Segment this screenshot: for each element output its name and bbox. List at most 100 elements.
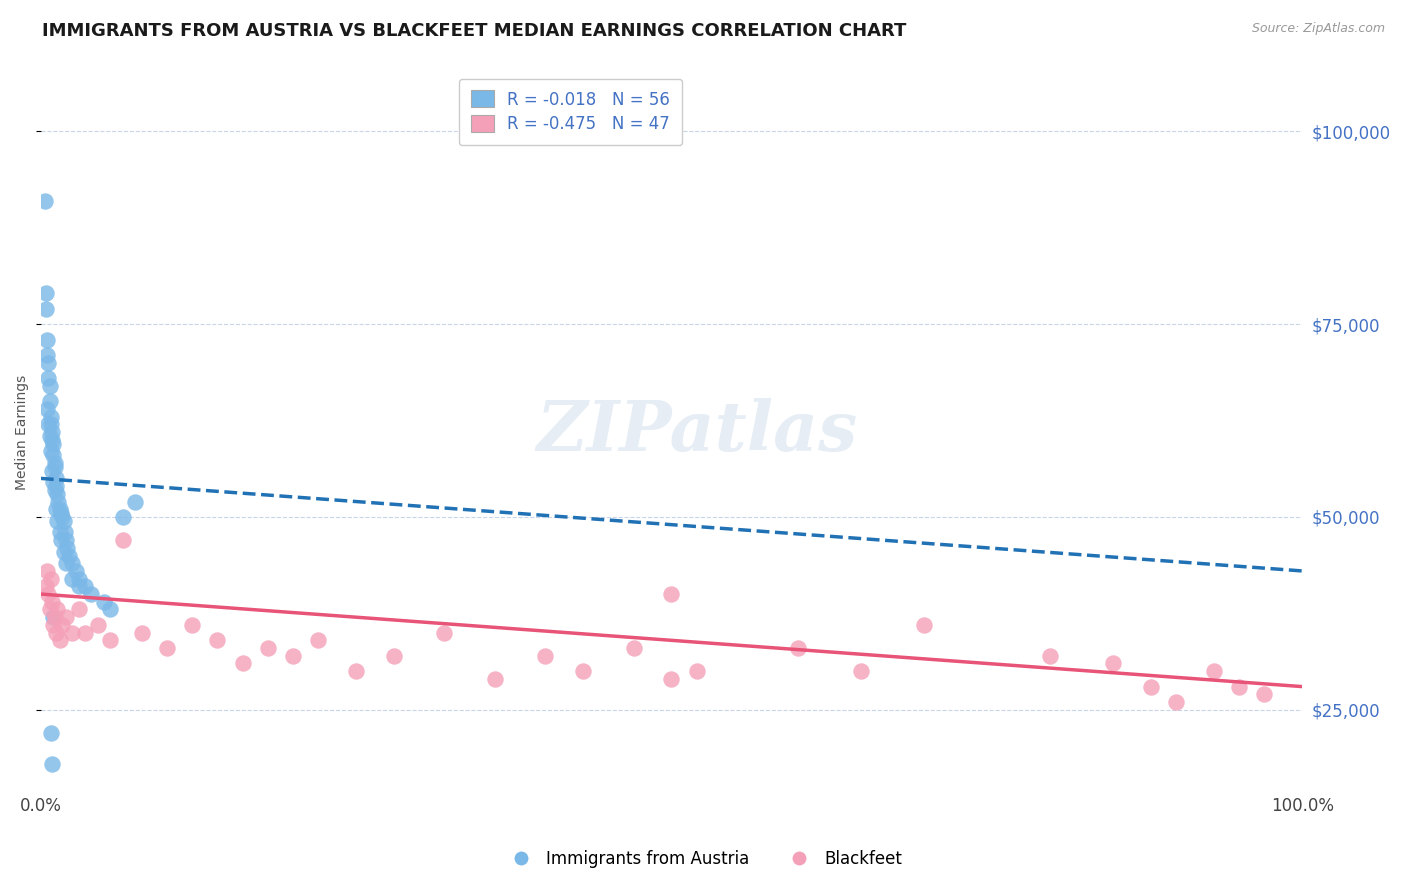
Point xyxy=(73,625,96,640)
Point xyxy=(60,625,83,640)
Point xyxy=(1164,695,1187,709)
Point xyxy=(41,464,63,478)
Text: IMMIGRANTS FROM AUSTRIA VS BLACKFEET MEDIAN EARNINGS CORRELATION CHART: IMMIGRANTS FROM AUSTRIA VS BLACKFEET MED… xyxy=(42,22,907,40)
Point xyxy=(37,371,59,385)
Point xyxy=(38,379,60,393)
Point xyxy=(207,633,229,648)
Point xyxy=(60,572,83,586)
Point xyxy=(44,610,66,624)
Point xyxy=(73,579,96,593)
Point xyxy=(35,301,58,316)
Point xyxy=(42,475,65,490)
Point xyxy=(51,618,73,632)
Point xyxy=(849,664,872,678)
Point xyxy=(661,587,683,601)
Point xyxy=(44,456,66,470)
Point xyxy=(86,618,108,632)
Point xyxy=(534,648,557,663)
Point xyxy=(281,648,304,663)
Point xyxy=(48,502,70,516)
Point xyxy=(42,618,65,632)
Point xyxy=(41,425,63,439)
Point xyxy=(41,595,63,609)
Point xyxy=(58,549,80,563)
Point xyxy=(35,286,58,301)
Point xyxy=(572,664,595,678)
Point xyxy=(686,664,709,678)
Point xyxy=(1227,680,1250,694)
Point xyxy=(232,657,254,671)
Point xyxy=(52,514,75,528)
Point xyxy=(38,429,60,443)
Point xyxy=(38,394,60,409)
Point xyxy=(46,487,69,501)
Point xyxy=(60,556,83,570)
Point xyxy=(1253,687,1275,701)
Point xyxy=(1139,680,1161,694)
Point xyxy=(786,641,808,656)
Point xyxy=(45,625,67,640)
Point xyxy=(67,572,90,586)
Point xyxy=(93,595,115,609)
Point xyxy=(156,641,179,656)
Point xyxy=(623,641,645,656)
Point xyxy=(41,756,63,771)
Point xyxy=(39,417,62,432)
Point xyxy=(124,494,146,508)
Point xyxy=(67,579,90,593)
Point xyxy=(44,459,66,474)
Point xyxy=(1202,664,1225,678)
Point xyxy=(37,587,59,601)
Point xyxy=(44,483,66,497)
Point xyxy=(46,602,69,616)
Point xyxy=(67,602,90,616)
Point xyxy=(39,572,62,586)
Point xyxy=(80,587,103,601)
Point xyxy=(52,544,75,558)
Point xyxy=(49,533,72,547)
Point xyxy=(42,610,65,624)
Point xyxy=(484,672,506,686)
Point xyxy=(48,525,70,540)
Point xyxy=(34,194,56,208)
Point xyxy=(65,564,87,578)
Point xyxy=(39,409,62,424)
Point xyxy=(433,625,456,640)
Point xyxy=(55,533,77,547)
Text: ZIPatlas: ZIPatlas xyxy=(536,399,858,466)
Point xyxy=(53,525,76,540)
Point xyxy=(98,602,121,616)
Point xyxy=(661,672,683,686)
Point xyxy=(37,417,59,432)
Point xyxy=(45,479,67,493)
Point xyxy=(37,333,59,347)
Point xyxy=(55,610,77,624)
Point xyxy=(257,641,280,656)
Point xyxy=(1102,657,1125,671)
Point xyxy=(37,348,59,362)
Y-axis label: Median Earnings: Median Earnings xyxy=(15,375,30,490)
Point xyxy=(56,541,79,555)
Point xyxy=(46,514,69,528)
Point xyxy=(37,356,59,370)
Point xyxy=(912,618,935,632)
Point xyxy=(42,448,65,462)
Point xyxy=(37,402,59,417)
Point xyxy=(41,433,63,447)
Point xyxy=(382,648,405,663)
Point xyxy=(55,556,77,570)
Point xyxy=(39,726,62,740)
Point xyxy=(45,502,67,516)
Point xyxy=(307,633,329,648)
Point xyxy=(344,664,367,678)
Point xyxy=(48,633,70,648)
Text: Source: ZipAtlas.com: Source: ZipAtlas.com xyxy=(1251,22,1385,36)
Legend: R = -0.018   N = 56, R = -0.475   N = 47: R = -0.018 N = 56, R = -0.475 N = 47 xyxy=(460,78,682,145)
Point xyxy=(39,444,62,458)
Point xyxy=(35,579,58,593)
Point xyxy=(111,510,134,524)
Point xyxy=(51,510,73,524)
Legend: Immigrants from Austria, Blackfeet: Immigrants from Austria, Blackfeet xyxy=(498,844,908,875)
Point xyxy=(48,494,70,508)
Point xyxy=(181,618,204,632)
